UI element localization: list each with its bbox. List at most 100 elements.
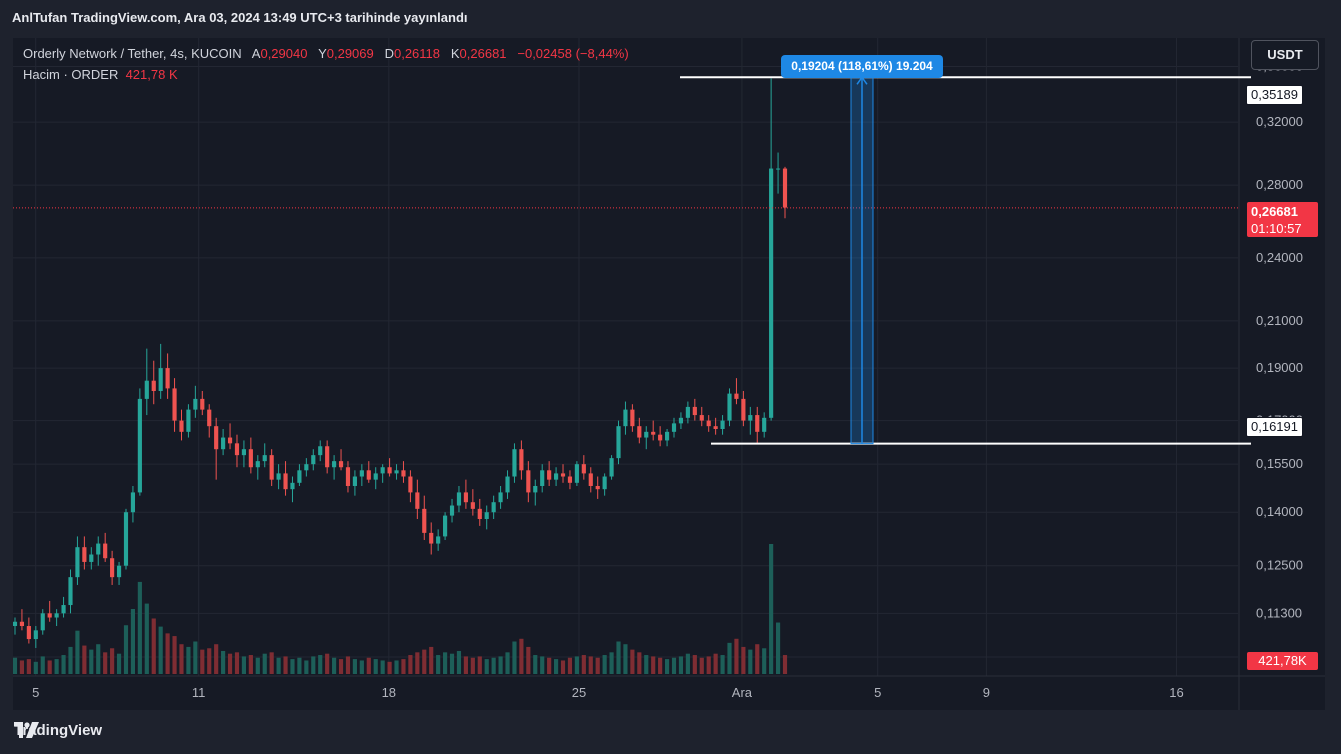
candle-body (623, 409, 628, 427)
candle-body (401, 470, 406, 477)
candle-body (664, 431, 670, 441)
candle-body (616, 426, 621, 459)
price-chart[interactable]: 0,360000,320000,280000,240000,210000,190… (13, 38, 1325, 710)
candle-body (588, 473, 593, 486)
volume-value: 421,78 K (125, 67, 178, 82)
candle-body (26, 626, 31, 640)
candle-body (151, 380, 156, 392)
candle-body (449, 505, 455, 516)
volume-bar (332, 657, 337, 674)
candle-body (241, 449, 246, 456)
symbol-legend: Orderly Network / Tether, 4s, KUCOIN A0,… (23, 46, 629, 61)
candle-body (269, 455, 274, 480)
volume-bar (678, 656, 684, 674)
candle-body (512, 449, 517, 477)
volume-price-tag: 421,78K (1247, 652, 1318, 670)
volume-bar (581, 655, 586, 674)
volume-bar (96, 644, 101, 674)
candle-body (560, 473, 566, 477)
volume-bar (19, 660, 25, 674)
volume-bar (602, 655, 607, 674)
volume-bar (345, 656, 351, 674)
candle-body (602, 476, 607, 490)
candle-body (248, 449, 253, 468)
y-tick-label: 0,19000 (1256, 360, 1303, 375)
candle-body (200, 398, 205, 410)
volume-bar (699, 657, 704, 674)
volume-bar (560, 660, 566, 674)
candle-body (567, 476, 573, 483)
volume-bar (137, 581, 142, 674)
volume-bar (68, 646, 73, 674)
candle-body (318, 446, 323, 456)
volume-bar (408, 655, 413, 674)
volume-bar (248, 655, 253, 674)
footer-brand[interactable]: TradingView (14, 722, 102, 739)
candle-body (325, 446, 330, 468)
volume-bar (26, 659, 31, 674)
volume-bar (706, 656, 711, 674)
low-label: D (384, 46, 394, 61)
x-tick-label: 5 (874, 685, 881, 700)
candle-body (651, 431, 656, 435)
high-label: Y (318, 46, 327, 61)
candle-body (19, 621, 25, 627)
candle-body (103, 543, 108, 559)
volume-bar (567, 657, 573, 674)
volume-bar (477, 656, 482, 674)
candle-body (456, 492, 462, 506)
volume-bar (775, 622, 781, 674)
volume-bar (54, 659, 59, 674)
volume-bar (769, 544, 774, 674)
candle-body (137, 398, 142, 493)
volume-bar (387, 661, 392, 674)
volume-bar (325, 653, 330, 674)
volume-bar (526, 646, 531, 674)
top-level-price-tag: 0,35189 (1246, 85, 1303, 105)
y-tick-label: 0,24000 (1256, 250, 1303, 265)
candle-body (720, 420, 725, 429)
volume-bar (782, 655, 788, 674)
volume-bar (470, 657, 475, 674)
volume-bar (713, 653, 718, 674)
last-price-tag: 0,26681 01:10:57 (1247, 202, 1318, 237)
volume-bar (172, 636, 177, 674)
volume-bar (130, 609, 136, 674)
volume-bar (366, 657, 371, 674)
volume-bar (505, 652, 510, 674)
volume-bar (748, 649, 753, 674)
candle-body (366, 470, 371, 480)
volume-bar (415, 652, 420, 674)
volume-bar (443, 652, 448, 674)
volume-bar (200, 649, 205, 674)
candle-body (463, 492, 468, 503)
candle-body (290, 482, 295, 490)
volume-bar (75, 630, 80, 674)
bottom-level-price-tag: 0,16191 (1246, 417, 1303, 437)
candle-body (207, 409, 212, 427)
volume-bar (338, 659, 344, 674)
tradingview-logo-icon (14, 722, 39, 738)
currency-button[interactable]: USDT (1251, 40, 1319, 70)
candle-body (782, 168, 788, 208)
candle-body (505, 476, 510, 493)
candle-body (82, 547, 87, 562)
candle-body (658, 434, 663, 441)
candle-body (533, 485, 538, 493)
volume-bar (40, 656, 45, 674)
volume-bar (429, 646, 434, 674)
candle-body (297, 470, 302, 483)
volume-bar (755, 644, 760, 674)
candle-body (40, 613, 45, 631)
volume-bar (727, 642, 732, 674)
candle-body (158, 368, 163, 392)
candle-body (352, 476, 357, 486)
chart-panel[interactable]: 0,360000,320000,280000,240000,210000,190… (13, 38, 1325, 710)
volume-bar (540, 656, 545, 674)
candle-body (491, 502, 496, 513)
open-label: A (251, 46, 261, 61)
candle-body (415, 492, 420, 509)
candle-body (484, 512, 489, 520)
volume-bar (221, 650, 226, 674)
candle-body (227, 437, 233, 444)
